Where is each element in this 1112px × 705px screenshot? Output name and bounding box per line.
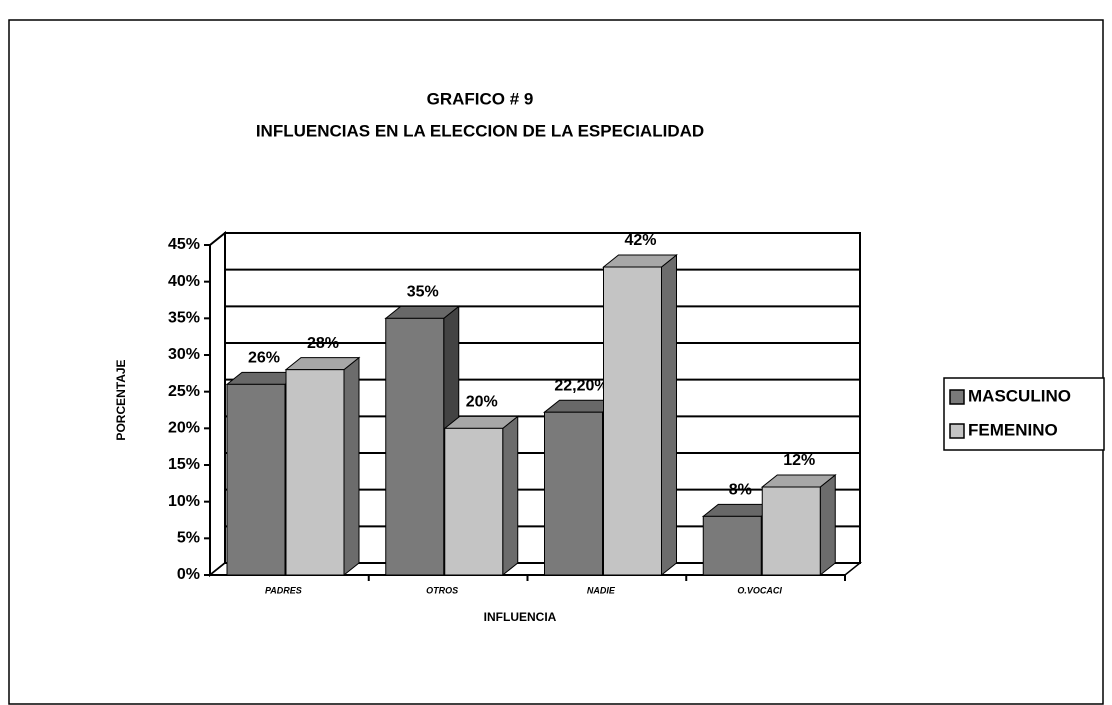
bar <box>385 317 445 576</box>
y-tick-label: 30% <box>168 346 200 363</box>
x-tick-label: O.VOCACI <box>737 585 782 595</box>
y-tick-label: 35% <box>168 310 200 327</box>
x-axis-label: INFLUENCIA <box>484 610 557 624</box>
y-tick-label: 0% <box>177 566 200 583</box>
value-label: 28% <box>307 335 339 352</box>
bar-side <box>502 415 519 577</box>
legend-swatch <box>949 423 965 439</box>
y-tick-label: 20% <box>168 420 200 437</box>
x-tick-label: PADRES <box>265 585 302 595</box>
value-label: 26% <box>248 350 280 367</box>
x-tick-label: OTROS <box>426 585 458 595</box>
bar <box>444 427 504 576</box>
value-label: 20% <box>466 394 498 411</box>
chart-title: GRAFICO # 9 <box>427 89 534 108</box>
bar <box>702 515 762 576</box>
bar <box>761 486 821 576</box>
legend-label: FEMENINO <box>968 420 1058 439</box>
bar <box>544 411 603 576</box>
bar <box>603 266 662 576</box>
legend-swatch <box>949 389 965 405</box>
frame <box>8 19 1104 705</box>
bar <box>285 369 345 576</box>
legend-label: MASCULINO <box>968 386 1071 405</box>
y-tick-label: 25% <box>168 383 200 400</box>
y-tick-label: 15% <box>168 456 200 473</box>
legend-box <box>943 377 1105 451</box>
value-label: 12% <box>783 452 815 469</box>
chart-subtitle: INFLUENCIAS EN LA ELECCION DE LA ESPECIA… <box>256 121 704 140</box>
value-label: 35% <box>407 284 439 301</box>
y-axis-label: PORCENTAJE <box>114 359 128 440</box>
value-label: 42% <box>624 232 656 249</box>
y-tick-label: 45% <box>168 236 200 253</box>
y-tick-label: 10% <box>168 493 200 510</box>
bar-side <box>819 473 836 577</box>
y-tick-label: 40% <box>168 273 200 290</box>
bar <box>226 383 286 576</box>
y-tick-label: 5% <box>177 530 200 547</box>
bar-side <box>661 253 677 577</box>
bar-side <box>343 356 360 577</box>
x-tick-label: NADIE <box>587 585 616 595</box>
value-label: 8% <box>729 482 752 499</box>
side-wall <box>209 230 226 578</box>
value-label: 22,20% <box>554 377 608 394</box>
